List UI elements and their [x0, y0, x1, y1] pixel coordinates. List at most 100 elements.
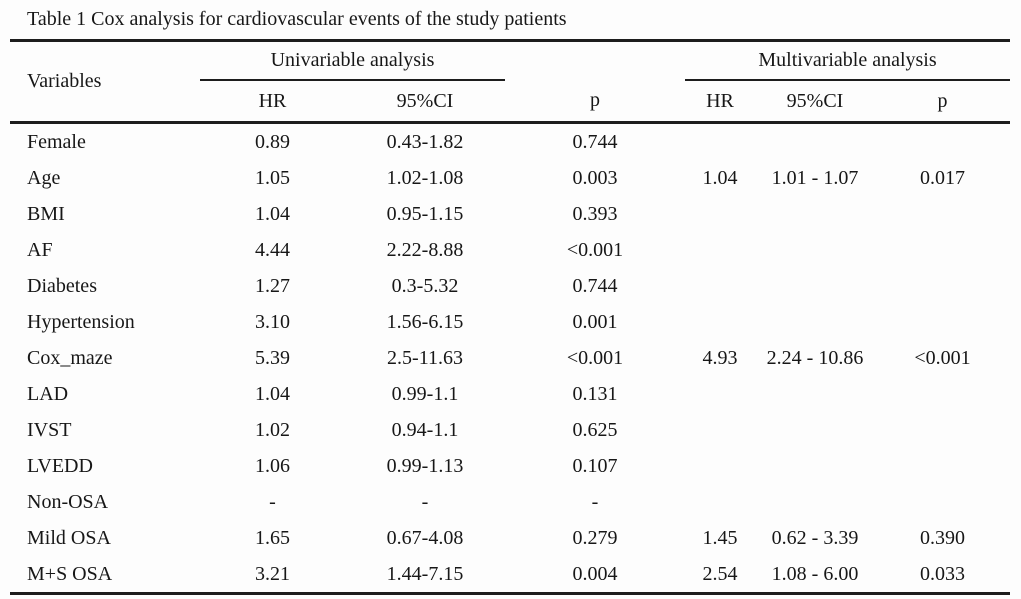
cell-multi-p	[875, 268, 1010, 304]
header-spacer	[505, 41, 685, 81]
cell-multi-p	[875, 412, 1010, 448]
cell-uni-p: 0.107	[572, 454, 618, 477]
cell-multi-p	[875, 448, 1010, 484]
col-header-uni-hr: HR	[200, 80, 345, 124]
cell-uni-p: 0.131	[572, 382, 618, 405]
cell-multi-p	[875, 484, 1010, 520]
table-row: Diabetes 1.27 0.3-5.32 0.744	[10, 268, 1010, 304]
cell-multi-ci: 1.08 - 6.00	[771, 562, 859, 585]
cell-multi-p: 0.390	[920, 526, 966, 549]
table-row: Cox_maze 5.39 2.5-11.63 <0.001 4.93 2.24…	[10, 340, 1010, 376]
cell-multi-hr: 4.93	[702, 346, 738, 369]
cell-multi-hr	[685, 196, 755, 232]
cell-uni-hr: 1.05	[255, 166, 290, 189]
cell-uni-p: 0.744	[572, 130, 618, 153]
cell-multi-hr: 1.45	[702, 526, 738, 549]
table-row: AF 4.44 2.22-8.88 <0.001	[10, 232, 1010, 268]
cell-variable: Cox_maze	[27, 346, 113, 369]
cell-uni-ci: 0.94-1.1	[391, 418, 459, 441]
table-body: Female 0.89 0.43-1.82 0.744 Age 1.05 1.0…	[10, 123, 1010, 594]
cell-uni-hr: -	[269, 490, 276, 513]
cell-multi-ci: 2.24 - 10.86	[766, 346, 864, 369]
cell-multi-p	[875, 196, 1010, 232]
cell-uni-ci: 0.43-1.82	[386, 130, 464, 153]
cell-uni-p: <0.001	[566, 238, 624, 261]
cell-uni-hr: 1.02	[255, 418, 290, 441]
cell-uni-hr: 1.27	[255, 274, 290, 297]
table-row: Age 1.05 1.02-1.08 0.003 1.04 1.01 - 1.0…	[10, 160, 1010, 196]
table-row: IVST 1.02 0.94-1.1 0.625	[10, 412, 1010, 448]
cox-analysis-table: Variables Univariable analysis Multivari…	[10, 39, 1011, 595]
cell-uni-hr: 3.21	[255, 562, 290, 585]
cell-multi-hr: 2.54	[702, 562, 738, 585]
col-header-uni-p: p	[505, 80, 685, 124]
cell-variable: LVEDD	[27, 454, 93, 477]
cell-uni-p: -	[591, 490, 599, 513]
cell-multi-ci: 0.62 - 3.39	[771, 526, 859, 549]
cell-multi-hr: 1.04	[702, 166, 738, 189]
cell-uni-ci: 0.95-1.15	[386, 202, 464, 225]
cell-variable: Diabetes	[27, 274, 97, 297]
cell-multi-p	[875, 376, 1010, 412]
cell-uni-p: 0.744	[572, 274, 618, 297]
cell-uni-ci: 0.99-1.13	[386, 454, 464, 477]
cell-uni-p: <0.001	[566, 346, 624, 369]
cell-uni-hr: 3.10	[255, 310, 290, 333]
cell-uni-p: 0.279	[572, 526, 618, 549]
table-row: M+S OSA 3.21 1.44-7.15 0.004 2.54 1.08 -…	[10, 556, 1010, 594]
cell-uni-ci: 1.56-6.15	[386, 310, 464, 333]
cell-multi-ci	[755, 484, 875, 520]
cell-variable: BMI	[27, 202, 65, 225]
cell-multi-ci	[755, 304, 875, 340]
cell-uni-hr: 1.04	[255, 382, 290, 405]
cell-variable: LAD	[27, 382, 69, 405]
cell-multi-ci	[755, 196, 875, 232]
col-group-multivariable: Multivariable analysis	[685, 40, 1011, 81]
cell-variable: Non-OSA	[27, 490, 109, 513]
cell-uni-hr: 1.65	[255, 526, 290, 549]
cell-variable: Female	[27, 130, 86, 153]
table-row: LVEDD 1.06 0.99-1.13 0.107	[10, 448, 1010, 484]
cell-uni-p: 0.625	[572, 418, 618, 441]
cell-multi-ci	[755, 123, 875, 161]
cell-uni-p: 0.001	[572, 310, 618, 333]
col-header-multi-p: p	[875, 80, 1011, 124]
cell-multi-ci	[755, 376, 875, 412]
cell-uni-hr: 1.04	[255, 202, 290, 225]
cell-variable: Mild OSA	[27, 526, 111, 549]
header-group-row: Variables Univariable analysis Multivari…	[10, 40, 1011, 124]
table-row: Mild OSA 1.65 0.67-4.08 0.279 1.45 0.62 …	[10, 520, 1010, 556]
cell-uni-p: 0.004	[572, 562, 618, 585]
cell-multi-hr	[685, 268, 755, 304]
table-row: LAD 1.04 0.99-1.1 0.131	[10, 376, 1010, 412]
table-row: Female 0.89 0.43-1.82 0.744	[10, 123, 1010, 161]
cell-multi-p	[875, 304, 1010, 340]
cell-multi-ci	[755, 448, 875, 484]
cell-uni-hr: 4.44	[255, 238, 290, 261]
col-header-multi-hr: HR	[685, 80, 755, 124]
col-group-univariable: Univariable analysis	[200, 40, 505, 81]
header-sub-row: HR 95%CI p HR 95%CI p	[10, 80, 1011, 124]
cell-uni-p: 0.393	[572, 202, 618, 225]
cell-variable: M+S OSA	[27, 562, 113, 585]
cell-uni-ci: 1.44-7.15	[386, 562, 464, 585]
cell-multi-p: 0.033	[920, 562, 966, 585]
table-caption: Table 1 Cox analysis for cardiovascular …	[27, 8, 567, 30]
cell-uni-ci: 0.67-4.08	[386, 526, 464, 549]
cell-uni-hr: 5.39	[255, 346, 290, 369]
table-row: Hypertension 3.10 1.56-6.15 0.001	[10, 304, 1010, 340]
cell-variable: Hypertension	[27, 310, 135, 333]
cell-uni-ci: 0.3-5.32	[391, 274, 459, 297]
cell-uni-hr: 0.89	[255, 130, 290, 153]
cell-uni-ci: 0.99-1.1	[391, 382, 459, 405]
cell-variable: AF	[27, 238, 53, 261]
cell-multi-p: <0.001	[914, 346, 971, 369]
col-header-uni-ci: 95%CI	[345, 80, 505, 124]
col-header-variables: Variables	[10, 40, 200, 124]
cell-variable: Age	[27, 166, 61, 189]
cell-multi-hr	[685, 484, 755, 520]
cell-multi-p	[875, 232, 1010, 268]
cell-uni-ci: 1.02-1.08	[386, 166, 464, 189]
cell-multi-ci	[755, 232, 875, 268]
cell-multi-hr	[685, 232, 755, 268]
